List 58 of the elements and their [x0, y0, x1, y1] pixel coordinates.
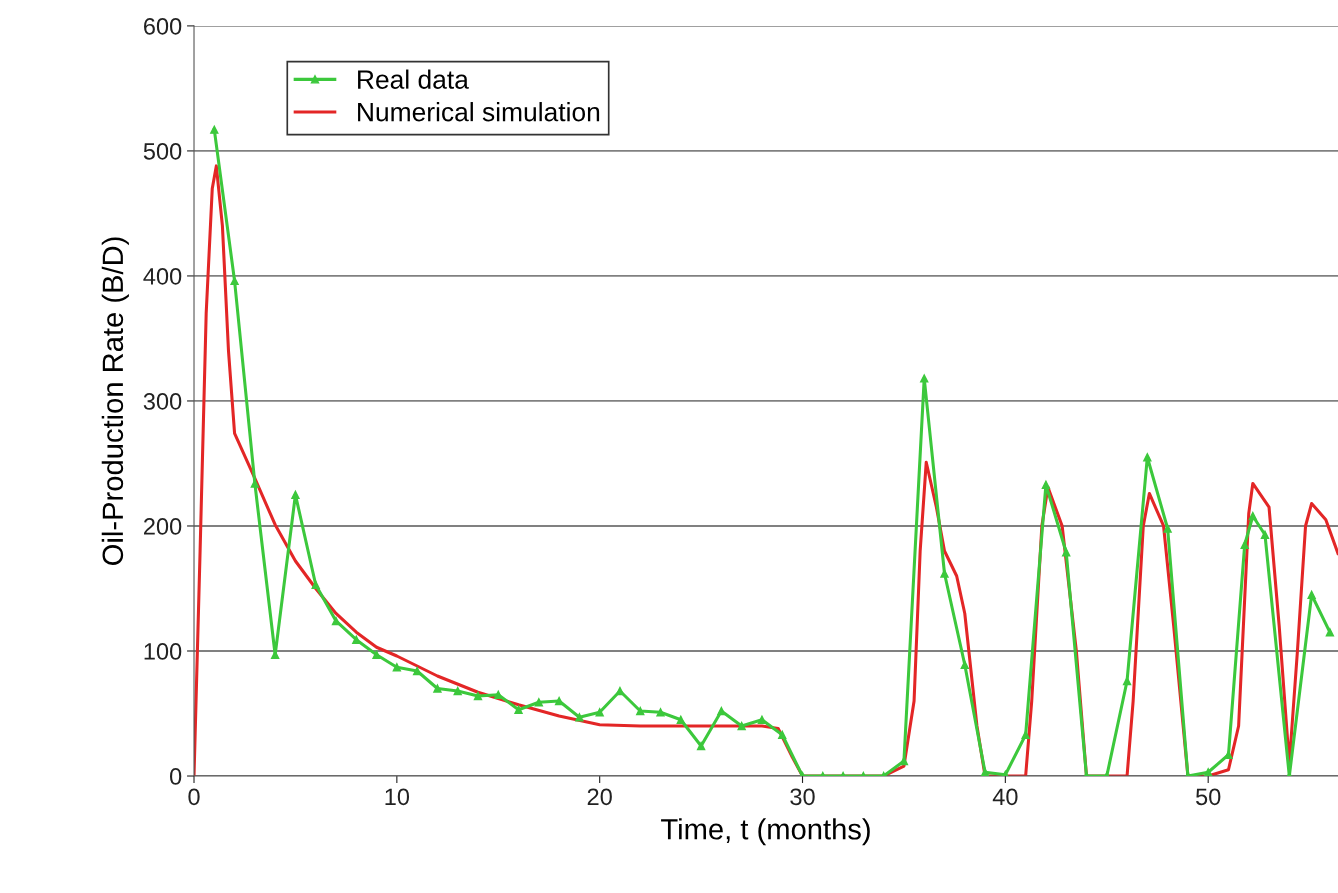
x-tick-label: 10 — [385, 788, 410, 806]
point — [1143, 453, 1152, 462]
point — [636, 706, 645, 716]
y-tick-label: 200 — [144, 518, 182, 535]
point — [291, 490, 300, 499]
x-axis-title: Time, t (months) — [661, 818, 870, 846]
legend-label: Real data — [358, 69, 469, 89]
point — [392, 663, 402, 672]
point — [473, 691, 483, 701]
point — [1248, 511, 1257, 521]
point — [980, 768, 990, 777]
point — [778, 730, 787, 739]
point — [311, 580, 320, 589]
legend-label: Numerical simulation — [358, 102, 600, 122]
point — [717, 706, 726, 716]
point — [595, 708, 604, 717]
y-tick-label: 600 — [144, 17, 182, 35]
point — [615, 686, 625, 696]
point — [940, 569, 949, 578]
point — [352, 635, 361, 644]
point — [1062, 548, 1071, 557]
y-tick-label: 100 — [144, 643, 182, 660]
point — [920, 374, 929, 383]
point — [1204, 768, 1213, 777]
x-tick-label: 30 — [790, 788, 815, 806]
point — [960, 660, 969, 669]
x-tick-label: 50 — [1196, 788, 1221, 806]
y-tick-label: 400 — [143, 268, 182, 285]
point — [1021, 730, 1030, 739]
y-tick-label: 300 — [143, 393, 182, 410]
point — [1163, 524, 1172, 533]
point — [494, 690, 503, 699]
point — [210, 125, 219, 134]
point — [1325, 628, 1335, 637]
point — [1260, 530, 1270, 539]
y-tick-label: 500 — [143, 142, 182, 160]
point — [1041, 480, 1051, 489]
point — [656, 708, 665, 717]
point — [514, 705, 523, 714]
point — [433, 684, 442, 693]
point — [676, 715, 685, 724]
point — [1224, 750, 1233, 759]
point — [575, 713, 584, 722]
point — [230, 276, 239, 286]
point — [1240, 540, 1249, 549]
x-tick-label: 40 — [992, 788, 1018, 806]
point — [534, 698, 543, 707]
point — [737, 721, 746, 731]
point — [453, 686, 462, 696]
y-tick-label: 0 — [170, 768, 182, 785]
point — [372, 650, 381, 659]
point — [554, 696, 564, 706]
point — [331, 616, 341, 626]
x-tick-label: 0 — [188, 788, 200, 806]
x-tick-label: 20 — [587, 788, 612, 806]
point — [1307, 590, 1316, 599]
point — [696, 741, 706, 751]
y-axis-title: Oil-Production Rate (B/D) — [101, 237, 129, 565]
